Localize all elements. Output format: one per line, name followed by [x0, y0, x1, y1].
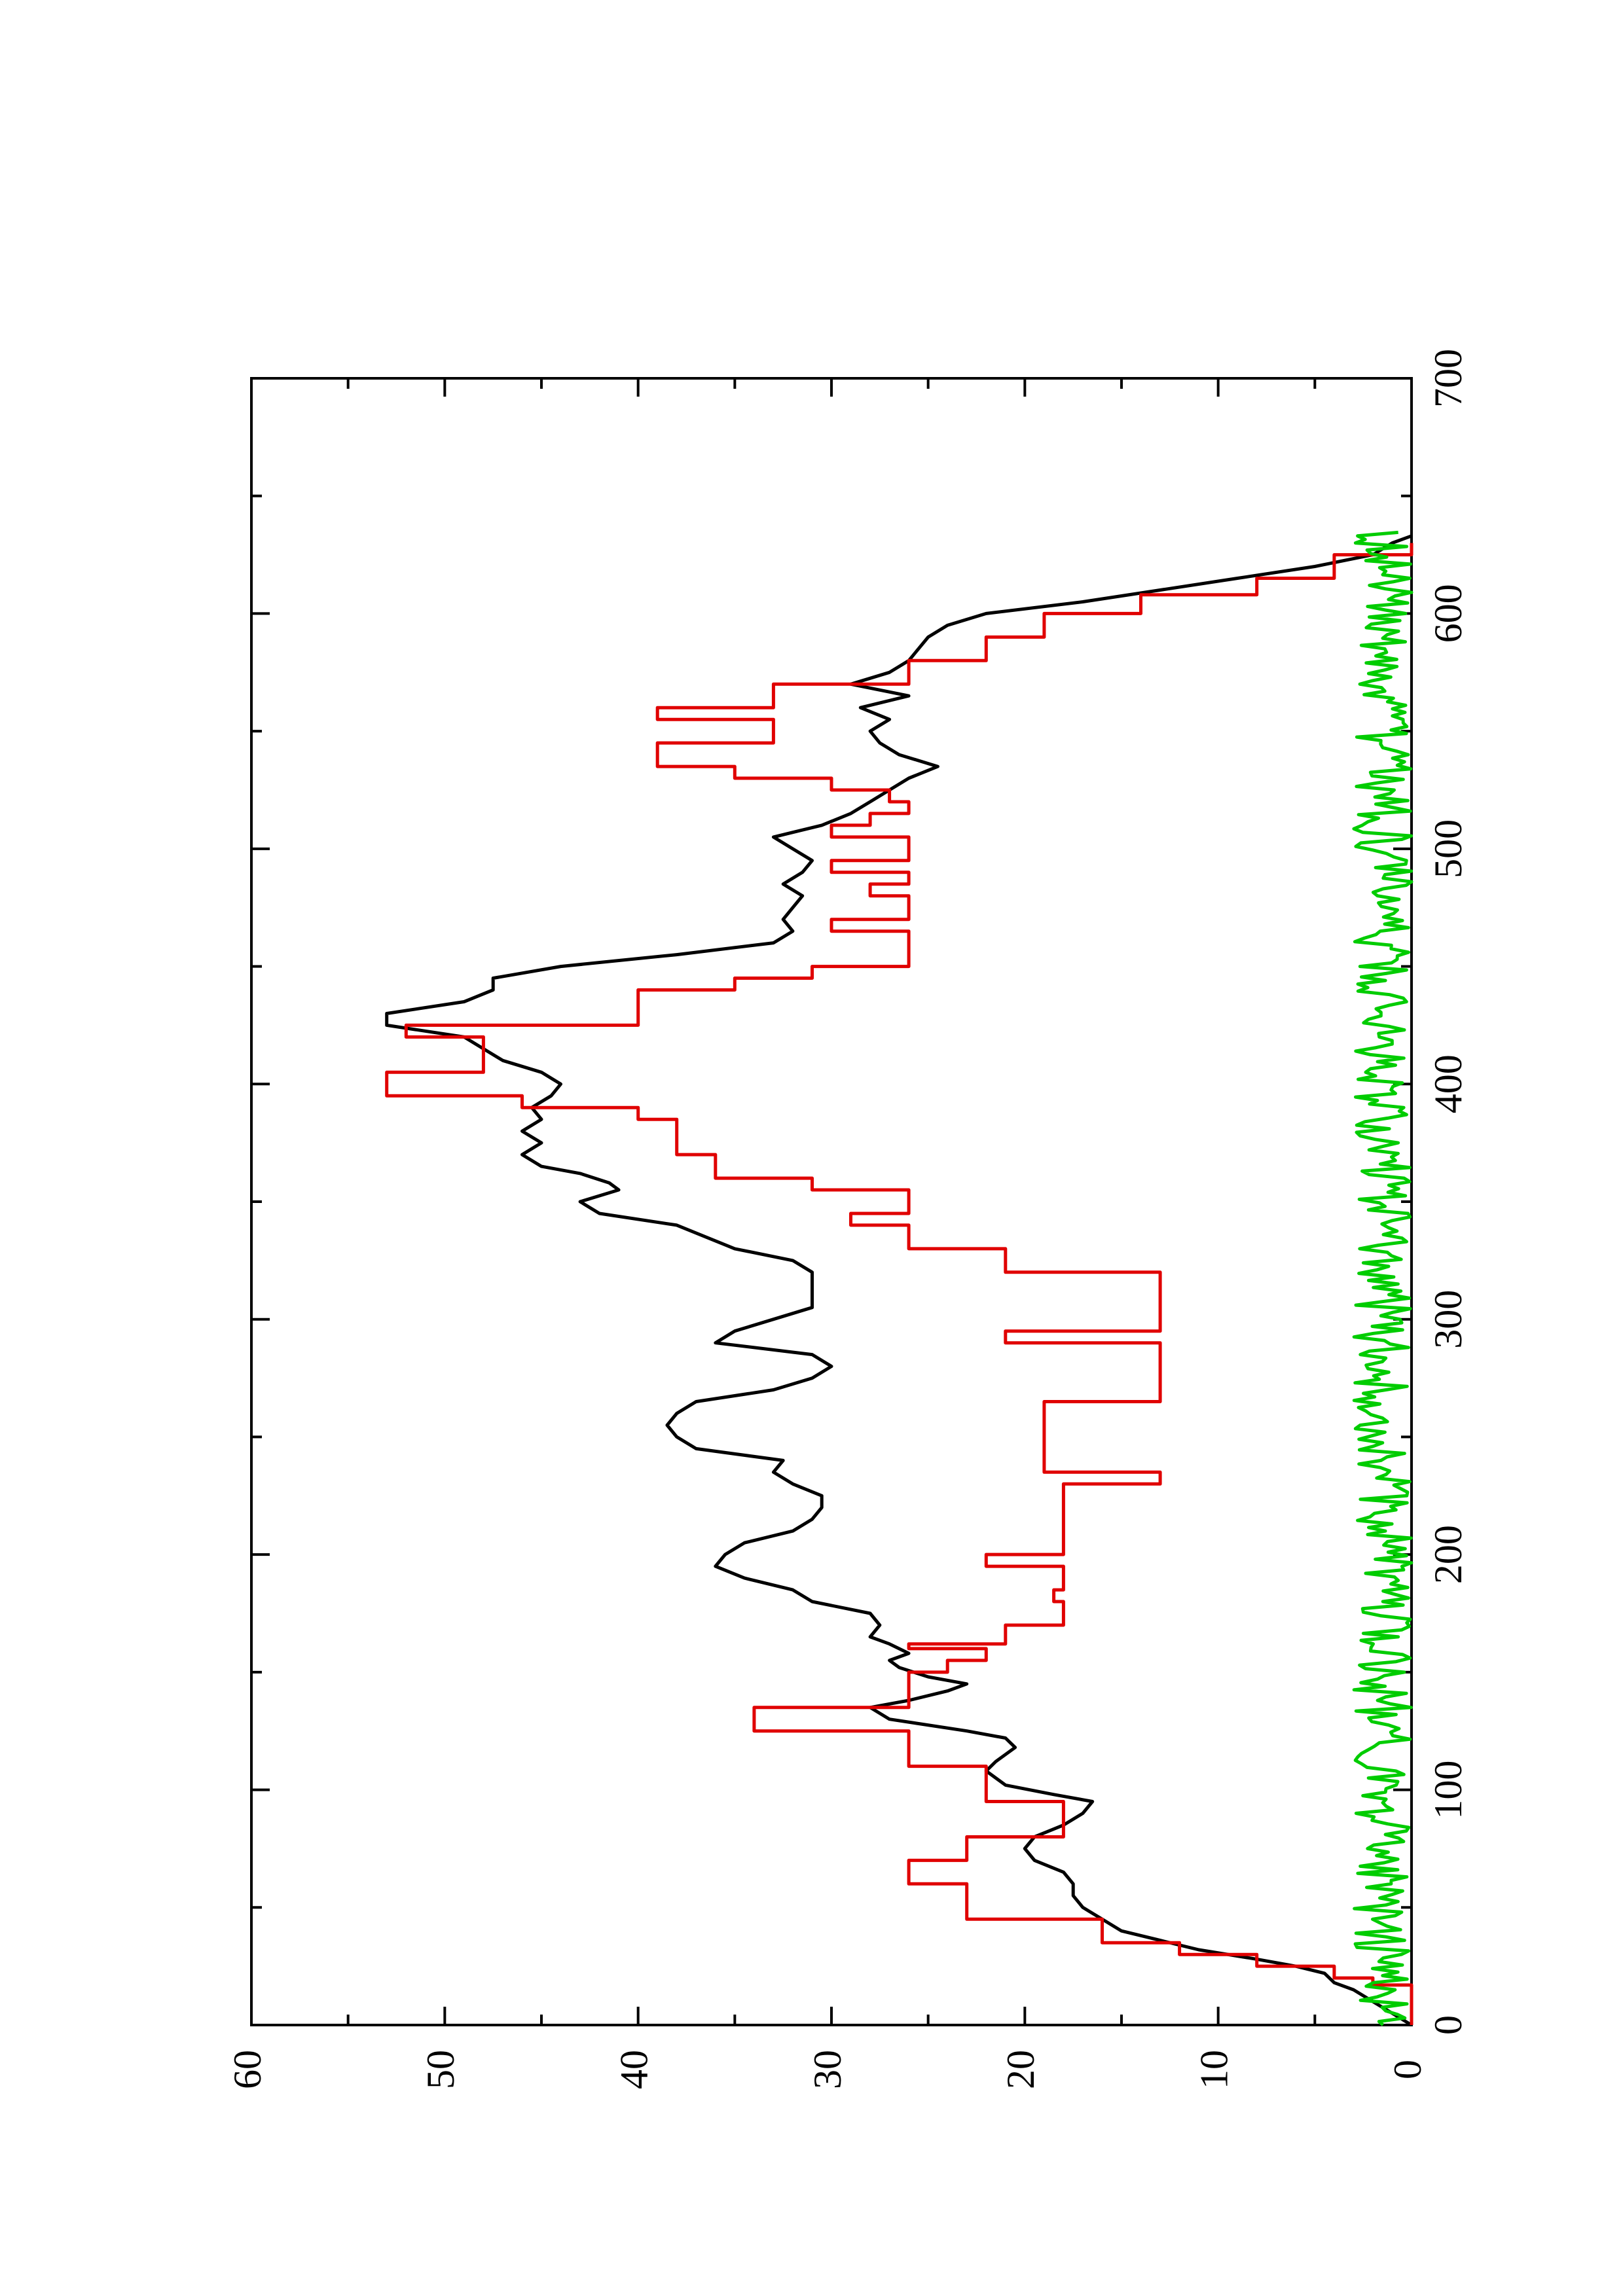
axis-ticks [250, 377, 1413, 2026]
plot-frame [250, 377, 1413, 2026]
series-line-2 [1352, 530, 1413, 2026]
x-tick-label: 400 [1427, 1054, 1470, 1113]
x-tick-label: 700 [1427, 349, 1470, 408]
x-tick-label: 500 [1427, 819, 1470, 878]
tick-labels: 0 100 200 300 400 500 600 700 0 10 20 30 40 50 60 [226, 349, 1470, 2089]
y-tick-label: 50 [419, 2050, 462, 2089]
series-lines [385, 530, 1413, 2027]
y-tick-label: 60 [226, 2050, 269, 2089]
series-line-1 [385, 543, 1413, 2025]
y-tick-label: 20 [999, 2050, 1042, 2089]
x-tick-label: 600 [1427, 584, 1470, 643]
y-tick-label: 40 [612, 2050, 655, 2089]
series-line-0 [385, 534, 1413, 2027]
y-tick-label: 0 [1386, 2060, 1429, 2079]
y-tick-label: 30 [806, 2050, 849, 2089]
x-tick-label: 100 [1427, 1761, 1470, 1820]
y-tick-label: 10 [1192, 2050, 1235, 2089]
x-tick-label: 300 [1427, 1290, 1470, 1349]
x-tick-label: 200 [1427, 1525, 1470, 1584]
x-tick-label: 0 [1427, 2015, 1470, 2035]
